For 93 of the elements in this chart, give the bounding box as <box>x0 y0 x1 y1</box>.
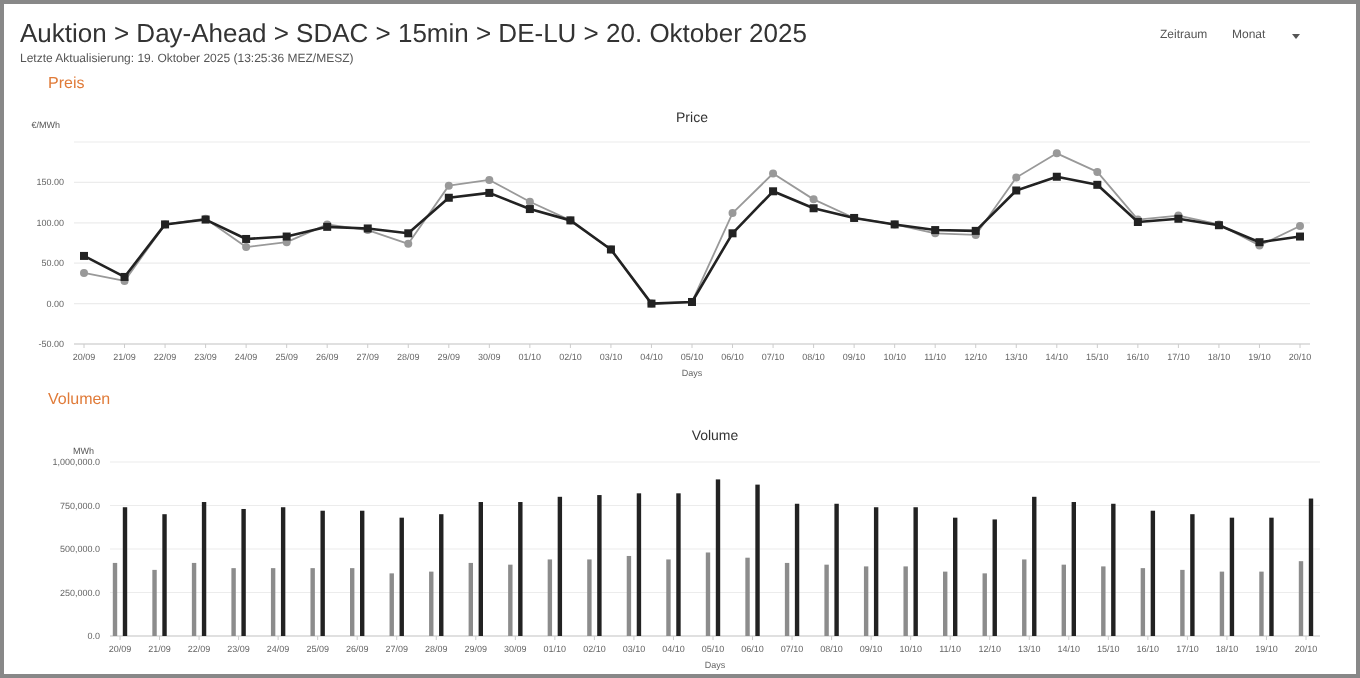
text: Volumen <box>48 390 111 408</box>
point <box>242 243 251 252</box>
bar <box>824 564 829 636</box>
bar <box>597 495 602 636</box>
bar <box>310 568 315 636</box>
bar <box>508 564 513 636</box>
point <box>769 169 778 178</box>
bar <box>191 562 197 636</box>
bar <box>122 507 128 636</box>
bar <box>1180 569 1185 636</box>
point <box>120 272 129 281</box>
bar <box>1298 561 1304 636</box>
point <box>525 197 534 206</box>
text: Auktion > Day-Ahead > SDAC > 15min > DE-LU > 20. Oktober 2025 <box>20 18 807 48</box>
point <box>1012 173 1021 182</box>
point <box>80 251 88 260</box>
bar <box>478 502 483 636</box>
bar <box>162 514 167 636</box>
bar <box>636 493 642 636</box>
bar <box>953 517 958 636</box>
bar <box>360 510 365 636</box>
bar <box>913 507 918 636</box>
bar <box>626 555 632 636</box>
bar <box>1308 498 1314 636</box>
point <box>80 268 88 277</box>
point <box>1093 180 1102 189</box>
bar <box>1269 517 1274 636</box>
bar <box>873 507 879 636</box>
bar <box>547 559 553 636</box>
point <box>809 204 818 213</box>
bar <box>755 484 760 636</box>
bar <box>1219 571 1225 636</box>
bar <box>280 507 286 636</box>
bar <box>1229 517 1235 636</box>
bar <box>468 562 473 636</box>
point <box>1012 186 1021 195</box>
point <box>1296 222 1304 231</box>
bar <box>903 566 908 636</box>
point <box>444 193 453 202</box>
bar <box>439 514 444 636</box>
bar <box>1022 559 1027 636</box>
bar <box>992 519 997 636</box>
bar <box>1259 571 1264 636</box>
bar <box>943 571 948 636</box>
bar <box>1101 566 1106 636</box>
bar <box>350 568 355 636</box>
point <box>404 229 413 238</box>
bar <box>1150 510 1156 636</box>
bar <box>152 569 157 636</box>
bar <box>705 552 711 636</box>
bar <box>1071 502 1076 636</box>
bar <box>231 568 236 636</box>
point <box>485 175 494 184</box>
point <box>728 209 737 218</box>
point <box>282 232 291 241</box>
bar <box>745 557 750 636</box>
bar <box>1032 496 1037 636</box>
text: Preis <box>48 74 85 92</box>
bar <box>241 508 246 636</box>
bar <box>270 568 276 636</box>
bar <box>320 510 325 636</box>
bar <box>715 479 721 636</box>
bar <box>557 496 563 636</box>
bar <box>666 559 671 636</box>
bar <box>389 573 394 636</box>
bar <box>112 562 118 636</box>
point <box>1296 232 1304 241</box>
point <box>728 229 737 238</box>
bar <box>1061 564 1066 636</box>
bar <box>201 502 207 636</box>
point <box>769 187 778 196</box>
bar <box>587 559 592 636</box>
point <box>809 195 818 204</box>
bar <box>429 571 434 636</box>
bar <box>794 503 800 636</box>
bar <box>1190 514 1195 636</box>
bar <box>863 566 869 636</box>
point <box>1052 149 1061 158</box>
point <box>404 239 413 248</box>
point <box>525 205 534 214</box>
bar <box>518 502 523 636</box>
bar <box>399 517 404 636</box>
bar <box>1111 503 1116 636</box>
point <box>1052 172 1061 181</box>
point <box>485 188 494 197</box>
bar <box>676 493 681 636</box>
point <box>242 234 251 243</box>
point <box>1093 167 1102 176</box>
point <box>444 181 453 190</box>
bar <box>1140 568 1146 636</box>
bar <box>784 562 790 636</box>
bar <box>982 573 987 636</box>
bar <box>834 503 839 636</box>
